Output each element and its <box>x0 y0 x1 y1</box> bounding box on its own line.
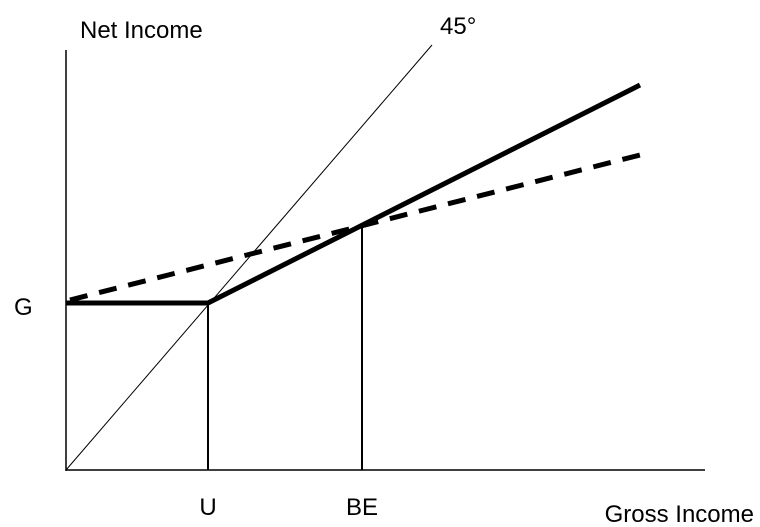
u-label: U <box>199 494 216 521</box>
g-label: G <box>14 294 33 321</box>
dashed-schedule <box>69 152 641 303</box>
45-degree-line <box>65 44 433 471</box>
y-axis-label: Net Income <box>80 17 203 44</box>
x-axis-label: Gross Income <box>605 501 754 527</box>
solid-schedule <box>66 82 642 306</box>
be-label: BE <box>346 494 378 521</box>
angle-label: 45° <box>440 13 476 40</box>
